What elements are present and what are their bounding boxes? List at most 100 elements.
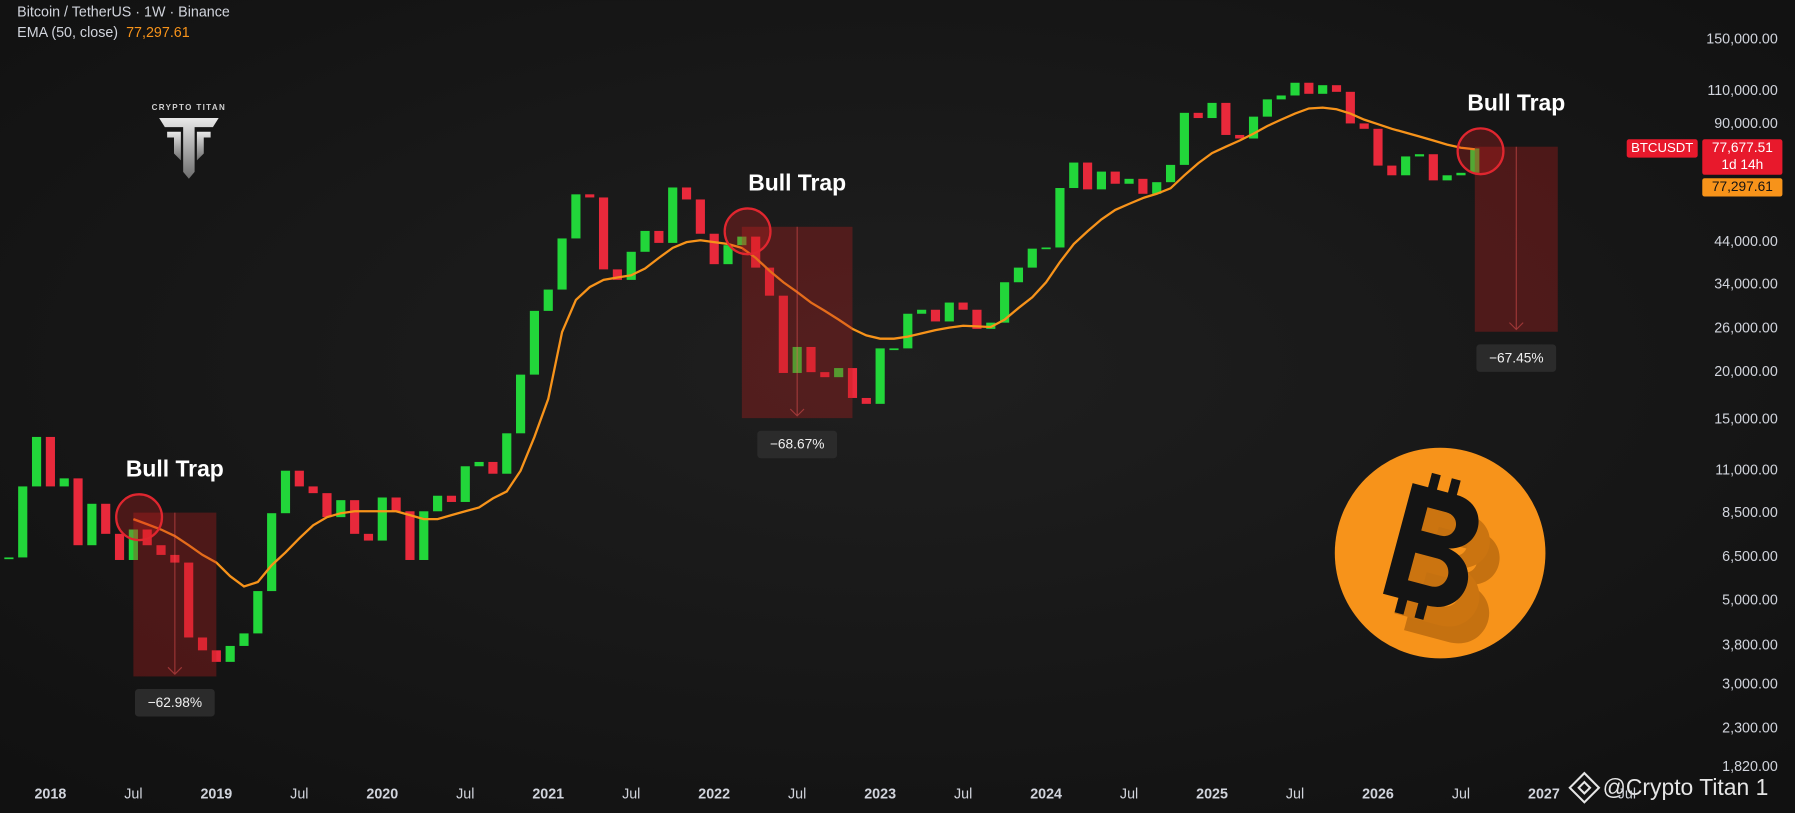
change-label-text: −68.67% xyxy=(770,437,825,452)
bitcoin-emblem xyxy=(1334,447,1546,659)
candle xyxy=(626,251,636,280)
candle xyxy=(930,309,941,322)
logo-text: CRYPTO TITAN xyxy=(152,103,227,112)
candle xyxy=(1096,171,1106,190)
candle xyxy=(114,533,125,560)
y-tick-label: 15,000.00 xyxy=(1714,411,1778,427)
candle xyxy=(1221,102,1231,135)
logo: CRYPTO TITAN xyxy=(152,103,227,179)
candle xyxy=(1401,156,1411,176)
trap-marker xyxy=(723,207,772,256)
candle xyxy=(1414,154,1425,157)
drawdown-box xyxy=(133,512,217,677)
candle xyxy=(73,478,83,546)
candle xyxy=(280,470,291,514)
candle xyxy=(1207,102,1217,119)
candle xyxy=(433,495,443,512)
candle xyxy=(1193,112,1203,119)
candle xyxy=(1318,85,1328,94)
candle xyxy=(1248,116,1259,139)
candle xyxy=(156,545,166,555)
candle xyxy=(1442,175,1452,181)
candle xyxy=(419,511,429,560)
y-tick-label: 11,000.00 xyxy=(1715,462,1778,478)
logo-mark xyxy=(167,131,181,161)
trap-marker xyxy=(115,493,164,542)
x-tick-label: Jul xyxy=(1120,786,1138,802)
change-label: −68.67% xyxy=(757,430,838,459)
candle xyxy=(1083,162,1093,190)
candle xyxy=(1373,128,1383,166)
y-tick-label: 44,000.00 xyxy=(1714,234,1778,250)
candle xyxy=(474,461,484,467)
change-label-box xyxy=(134,689,215,717)
candle xyxy=(1138,178,1148,194)
candle xyxy=(502,433,512,474)
candle xyxy=(695,199,705,234)
candle xyxy=(1152,182,1162,194)
candle xyxy=(681,187,692,200)
candle xyxy=(31,436,42,487)
candle xyxy=(1387,165,1397,176)
chart-title: Bitcoin / TetherUS · 1W · Binance xyxy=(17,4,230,20)
ema-price-text: 77,297.61 xyxy=(1712,179,1773,194)
y-tick-label: 34,000.00 xyxy=(1714,276,1778,292)
candle xyxy=(308,486,318,494)
candle xyxy=(1470,148,1480,173)
candle xyxy=(834,368,844,378)
watermark: @Crypto Titan 1 xyxy=(1568,771,1769,804)
y-tick-label: 150,000.00 xyxy=(1706,32,1778,48)
candle xyxy=(142,529,152,546)
drawdown-box xyxy=(1474,146,1558,332)
watermark-text: @Crypto Titan 1 xyxy=(1603,774,1769,800)
x-tick-label: 2023 xyxy=(864,786,896,802)
candle xyxy=(598,197,609,270)
candle xyxy=(350,500,360,534)
logo-mark xyxy=(159,118,219,179)
candle xyxy=(253,591,263,634)
candle xyxy=(18,486,28,558)
candle xyxy=(405,511,415,560)
x-tick-label: 2020 xyxy=(366,786,398,802)
candle xyxy=(128,529,138,560)
candle xyxy=(654,230,664,243)
candle xyxy=(806,346,816,373)
indicator-name: EMA (50, close) xyxy=(17,25,118,41)
candle xyxy=(4,557,14,560)
y-tick-label: 3,000.00 xyxy=(1722,677,1778,693)
x-tick-label: 2026 xyxy=(1362,786,1394,802)
candle xyxy=(460,466,470,502)
candle xyxy=(875,348,885,404)
change-label-box xyxy=(1476,344,1557,372)
y-tick-label: 6,500.00 xyxy=(1722,549,1778,565)
change-label-text: −67.45% xyxy=(1489,350,1544,365)
last-price-text: 77,677.51 xyxy=(1712,140,1773,155)
x-tick-label: 2024 xyxy=(1030,786,1062,802)
annotation-label: Bull Trap xyxy=(126,455,224,481)
candle xyxy=(1055,188,1065,248)
candle xyxy=(889,348,899,351)
x-tick-label: 2027 xyxy=(1528,786,1560,802)
candle xyxy=(488,461,498,474)
x-tick-label: Jul xyxy=(1618,786,1636,802)
symbol-tag xyxy=(1626,139,1698,158)
y-tick-label: 20,000.00 xyxy=(1714,364,1778,380)
candle xyxy=(958,302,968,310)
x-tick-label: Jul xyxy=(290,786,308,802)
candle xyxy=(1331,85,1342,92)
x-tick-label: Jul xyxy=(456,786,474,802)
x-tick-label: 2019 xyxy=(200,786,232,802)
candle xyxy=(709,233,719,265)
candle xyxy=(1124,178,1134,184)
x-tick-label: 2018 xyxy=(34,786,66,802)
candle xyxy=(917,309,927,314)
candle xyxy=(101,503,111,534)
candle xyxy=(820,372,830,378)
drawdown-box xyxy=(741,226,853,419)
x-tick-label: Jul xyxy=(788,786,806,802)
x-tick-label: Jul xyxy=(1286,786,1304,802)
candle xyxy=(336,500,346,518)
watermark-icon xyxy=(1568,771,1601,804)
candle xyxy=(1000,282,1010,323)
